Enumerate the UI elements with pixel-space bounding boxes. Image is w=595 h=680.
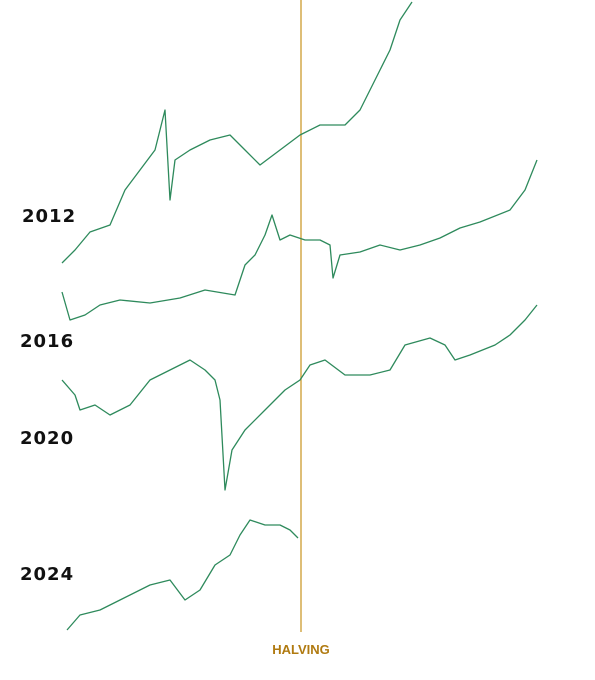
series-label: 2016	[20, 331, 74, 352]
series-label: 2024	[20, 564, 74, 585]
price-line	[61, 1, 413, 264]
series-label: 2012	[22, 206, 76, 227]
series-label: 2020	[20, 428, 74, 449]
price-line	[61, 304, 538, 491]
price-line	[66, 519, 299, 631]
halving-label: HALVING	[272, 642, 330, 657]
price-line	[61, 159, 538, 321]
